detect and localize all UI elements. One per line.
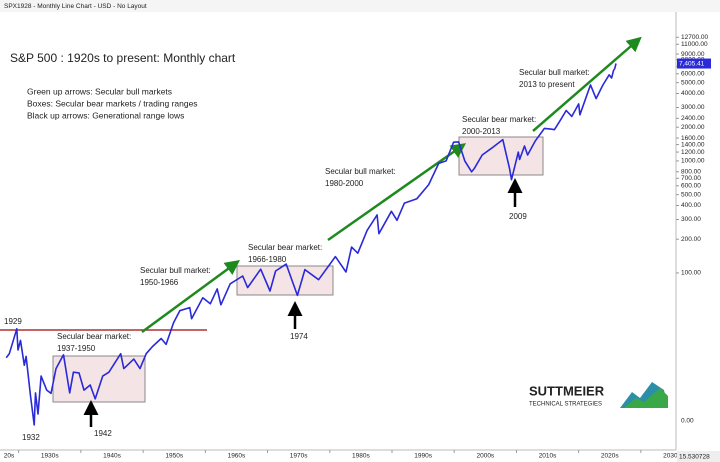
price-line <box>5 63 617 426</box>
annotation: 1966-1980 <box>248 255 287 264</box>
y-tick-label: 12700.00 <box>681 34 708 41</box>
y-tick-label: 200.00 <box>681 236 701 243</box>
x-tick-label: 2000s <box>476 453 494 460</box>
y-tick-label: 400.00 <box>681 202 701 209</box>
annotation: 1980-2000 <box>325 179 364 188</box>
annotation: 1974 <box>290 332 308 341</box>
annotation: Secular bull market: <box>519 68 590 77</box>
y-tick-label: 600.00 <box>681 182 701 189</box>
x-tick-label: 2020s <box>601 453 619 460</box>
y-tick-label: 1200.00 <box>681 149 705 156</box>
annotation: Secular bull market: <box>325 167 396 176</box>
annotation: 1932 <box>22 433 40 442</box>
logo-text: TECHNICAL STRATEGIES <box>529 402 602 408</box>
y-tick-label: 1000.00 <box>681 158 705 165</box>
x-tick-label: 2030s <box>663 453 681 460</box>
chart-title: S&P 500 : 1920s to present: Monthly char… <box>10 51 236 65</box>
y-tick-label: 2000.00 <box>681 124 705 131</box>
x-tick-label: 1960s <box>228 453 246 460</box>
note: Green up arrows: Secular bull markets <box>27 86 172 96</box>
annotation: Secular bear market: <box>248 243 322 252</box>
x-tick-label: 1950s <box>165 453 183 460</box>
y-tick-label: 700.00 <box>681 175 701 182</box>
annotations-layer <box>0 36 642 427</box>
bull-arrow <box>532 36 642 132</box>
bull-arrow <box>327 143 467 242</box>
last-price-label: 7,405.41 <box>679 60 705 67</box>
annotation: Secular bull market: <box>140 266 211 275</box>
bear-box <box>458 136 544 176</box>
annotation: 2000-2013 <box>462 127 501 136</box>
header: SPX1928 - Monthly Line Chart - USD - No … <box>4 3 147 10</box>
x-tick-label: 1940s <box>103 453 121 460</box>
y-tick-label: 5000.00 <box>681 79 705 86</box>
y-axis-bottom-label: 0.00 <box>681 418 694 425</box>
annotation: Secular bear market: <box>462 115 536 124</box>
logo-text: SUTTMEIER <box>529 383 605 398</box>
x-tick-label: 2010s <box>539 453 557 460</box>
bull-arrow <box>141 260 241 334</box>
annotation: 1937-1950 <box>57 344 96 353</box>
y-tick-label: 4000.00 <box>681 90 705 97</box>
annotation: Secular bear market: <box>57 332 131 341</box>
y-tick-label: 500.00 <box>681 191 701 198</box>
annotation: 1950-1966 <box>140 278 179 287</box>
annotation: 1942 <box>94 429 112 438</box>
note: Boxes: Secular bear markets / trading ra… <box>27 98 198 108</box>
x-tick-label: 1930s <box>41 453 59 460</box>
annotation: 2013 to present <box>519 80 575 89</box>
logo: SUTTMEIER TECHNICAL STRATEGIES <box>529 382 668 408</box>
last-price-box <box>677 58 711 69</box>
y-tick-label: 9000.00 <box>681 51 705 58</box>
y-tick-label: 800.00 <box>681 169 701 176</box>
y-tick-label: 2400.00 <box>681 115 705 122</box>
x-tick-label: 1980s <box>352 453 370 460</box>
y-tick-label: 11000.00 <box>681 41 708 48</box>
corner-box <box>677 451 720 462</box>
annotation: 2009 <box>509 212 527 221</box>
x-tick-label: 1970s <box>290 453 308 460</box>
top-bar <box>0 0 720 12</box>
y-tick-label: 3000.00 <box>681 104 705 111</box>
note: Black up arrows: Generational range lows <box>27 110 184 120</box>
y-tick-label: 1400.00 <box>681 141 705 148</box>
y-tick-label: 100.00 <box>681 270 701 277</box>
annotation: 1929 <box>4 317 22 326</box>
x-tick-label: 1990s <box>414 453 432 460</box>
bear-box <box>236 265 334 296</box>
y-tick-label: 6000.00 <box>681 70 705 77</box>
y-tick-label: 300.00 <box>681 216 701 223</box>
x-tick-label: 20s <box>4 453 15 460</box>
y-tick-label: 1600.00 <box>681 135 705 142</box>
logo-mark <box>624 388 668 408</box>
corner-label: 15.530728 <box>679 454 710 461</box>
